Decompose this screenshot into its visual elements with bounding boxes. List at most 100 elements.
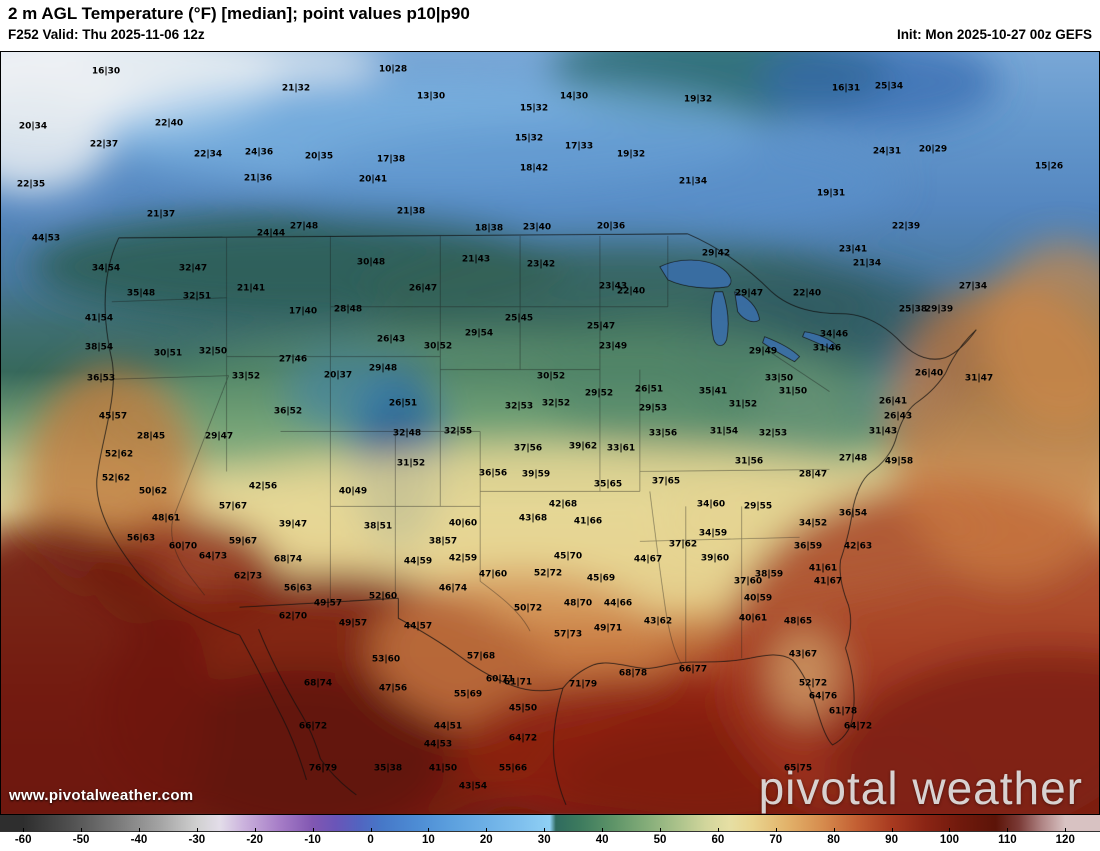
point-value: 41|54 — [84, 313, 114, 324]
point-value: 35|38 — [373, 763, 403, 774]
point-value: 32|48 — [392, 428, 422, 439]
point-value: 22|40 — [792, 288, 822, 299]
point-value: 15|32 — [514, 133, 544, 144]
point-value: 43|67 — [788, 649, 818, 660]
point-value: 21|41 — [236, 283, 266, 294]
point-value: 52|62 — [101, 473, 131, 484]
colorbar-tick-label: 70 — [769, 834, 783, 846]
colorbar-tick — [602, 828, 604, 832]
point-value: 71|79 — [568, 679, 598, 690]
point-value: 31|43 — [868, 426, 898, 437]
point-value: 52|72 — [533, 568, 563, 579]
great-lakes — [659, 259, 836, 363]
point-value: 20|37 — [323, 370, 353, 381]
point-value: 22|37 — [89, 139, 119, 150]
point-value: 21|32 — [281, 83, 311, 94]
point-value: 39|47 — [278, 519, 308, 530]
point-value: 32|52 — [541, 398, 571, 409]
point-value: 26|51 — [634, 384, 664, 395]
point-value: 45|50 — [508, 703, 538, 714]
point-value: 36|56 — [478, 468, 508, 479]
point-value: 39|60 — [700, 553, 730, 564]
point-value: 21|43 — [461, 254, 491, 265]
point-value: 23|41 — [838, 244, 868, 255]
point-value: 29|55 — [743, 501, 773, 512]
colorbar-tick-label: -30 — [188, 834, 206, 846]
point-value: 26|43 — [376, 334, 406, 345]
point-value: 10|28 — [378, 64, 408, 75]
point-value: 23|43 — [598, 281, 628, 292]
point-value: 19|32 — [616, 149, 646, 160]
point-value: 45|57 — [98, 411, 128, 422]
point-value: 52|60 — [368, 591, 398, 602]
point-value: 19|32 — [683, 94, 713, 105]
colorbar-tick-label: -60 — [14, 834, 32, 846]
point-value: 32|53 — [504, 401, 534, 412]
point-value: 34|46 — [819, 329, 849, 340]
point-value: 35|65 — [593, 479, 623, 490]
point-value: 60|70 — [168, 541, 198, 552]
point-value: 41|61 — [808, 563, 838, 574]
point-value: 15|26 — [1034, 161, 1064, 172]
colorbar-gradient — [0, 815, 1100, 832]
point-value: 30|52 — [536, 371, 566, 382]
point-value: 37|65 — [651, 476, 681, 487]
point-value: 43|62 — [643, 616, 673, 627]
point-value: 20|34 — [18, 121, 48, 132]
point-value: 29|53 — [638, 403, 668, 414]
point-value: 40|60 — [448, 518, 478, 529]
point-value: 24|36 — [244, 147, 274, 158]
point-value: 64|72 — [508, 733, 538, 744]
point-value: 29|42 — [701, 248, 731, 259]
colorbar-tick — [312, 828, 314, 832]
point-value: 21|36 — [243, 173, 273, 184]
point-value: 36|54 — [838, 508, 868, 519]
point-value: 40|49 — [338, 486, 368, 497]
init-time-label: Init: Mon 2025-10-27 00z GEFS — [896, 27, 1092, 42]
point-value: 68|74 — [303, 678, 333, 689]
point-value: 49|57 — [313, 598, 343, 609]
colorbar-tick-label: 120 — [1055, 834, 1075, 846]
point-value: 32|51 — [182, 291, 212, 302]
point-value: 25|45 — [504, 313, 534, 324]
point-value: 28|48 — [333, 304, 363, 315]
point-value: 59|67 — [228, 536, 258, 547]
point-value: 45|69 — [586, 573, 616, 584]
point-value: 43|68 — [518, 513, 548, 524]
point-value: 52|72 — [798, 678, 828, 689]
point-value: 15|32 — [519, 103, 549, 114]
colorbar-tick — [949, 828, 951, 832]
point-value: 44|53 — [423, 739, 453, 750]
coastline-borders — [96, 233, 977, 805]
point-value: 42|63 — [843, 541, 873, 552]
point-value: 27|46 — [278, 354, 308, 365]
point-value: 23|42 — [526, 259, 556, 270]
colorbar: -60 -50 -40 -30 -20 -10 0 10 20 30 40 50 60 70 80 90 100… — [0, 815, 1100, 851]
point-value: 20|29 — [918, 144, 948, 155]
point-value: 30|52 — [423, 341, 453, 352]
colorbar-tick — [775, 828, 777, 832]
colorbar-tick — [833, 828, 835, 832]
point-value: 26|47 — [408, 283, 438, 294]
colorbar-tick — [370, 828, 372, 832]
colorbar-tick — [23, 828, 25, 832]
point-value: 61|71 — [503, 677, 533, 688]
colorbar-tick — [544, 828, 546, 832]
point-value: 19|31 — [816, 188, 846, 199]
point-value: 44|67 — [633, 554, 663, 565]
colorbar-tick-label: 60 — [711, 834, 725, 846]
point-value: 18|42 — [519, 163, 549, 174]
point-value: 66|72 — [298, 721, 328, 732]
point-value: 53|60 — [371, 654, 401, 665]
site-watermark: www.pivotalweather.com — [9, 787, 194, 804]
point-value: 37|60 — [733, 576, 763, 587]
point-value: 32|47 — [178, 263, 208, 274]
colorbar-tick — [138, 828, 140, 832]
colorbar-tick — [428, 828, 430, 832]
point-value: 31|47 — [964, 373, 994, 384]
point-value: 14|30 — [559, 91, 589, 102]
point-value: 29|48 — [368, 363, 398, 374]
point-value: 20|36 — [596, 221, 626, 232]
point-value: 17|40 — [288, 306, 318, 317]
colorbar-tick — [660, 828, 661, 832]
